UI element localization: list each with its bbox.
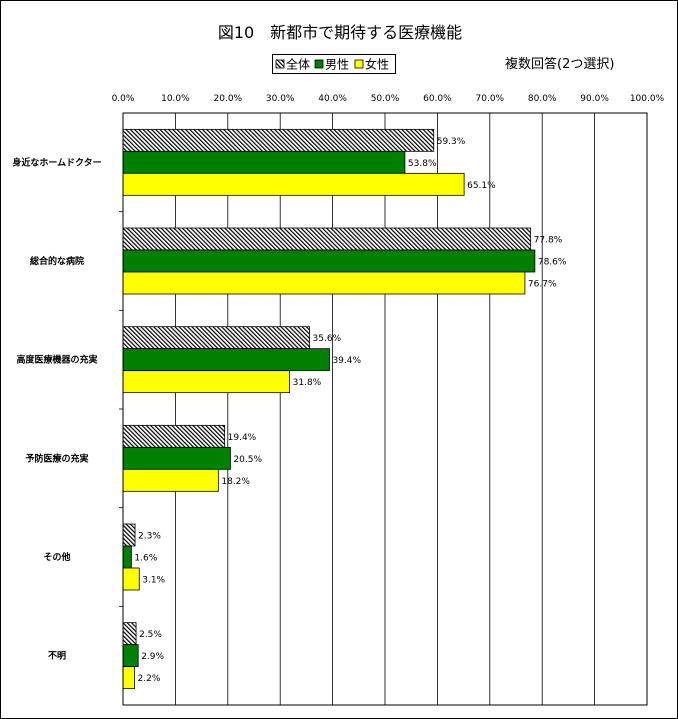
category-label-3: 予防医療の充実 — [25, 452, 88, 464]
bar-series-0-category-5 — [122, 622, 137, 646]
bar-series-2-category-0 — [122, 172, 465, 196]
plot-area: 0.0% 10.0% 20.0% 30.0% 40.0% 50.0% 60.0% 70.0% 8… — [12, 94, 665, 706]
bar-series-0-category-3 — [122, 424, 226, 448]
data-label-series-2-category-1: 76.7% — [528, 280, 557, 290]
chart-title: 図10 新都市で期待する医療機能 — [218, 23, 462, 42]
category-label-0: 身近なホームドクター — [12, 156, 101, 168]
x-tick-label-2: 20.0% — [214, 94, 243, 104]
data-label-series-2-category-0: 65.1% — [467, 181, 496, 191]
data-label-series-1-category-3: 20.5% — [233, 455, 262, 465]
data-label-series-2-category-4: 3.1% — [142, 576, 165, 586]
plot-border — [122, 112, 648, 706]
legend-swatch-2 — [354, 59, 364, 69]
bar-series-2-category-3 — [122, 468, 219, 492]
data-label-series-1-category-0: 53.8% — [408, 159, 437, 169]
bar-series-1-category-0 — [122, 150, 406, 174]
chart-note: 複数回答(2つ選択) — [505, 56, 614, 72]
bar-series-0-category-1 — [122, 227, 532, 251]
bar-series-2-category-1 — [122, 271, 526, 295]
bar-series-1-category-3 — [122, 446, 231, 470]
data-label-series-0-category-5: 2.5% — [139, 630, 162, 640]
legend: 全体 男性 女性 — [272, 54, 396, 74]
data-label-series-0-category-3: 19.4% — [228, 433, 257, 443]
bar-series-1-category-5 — [122, 644, 139, 668]
category-label-2: 高度医療機器の充実 — [16, 354, 97, 366]
category-label-1: 総合的な病院 — [30, 255, 84, 267]
x-tick-label-0: 0.0% — [112, 94, 135, 104]
legend-label-1: 男性 — [325, 58, 349, 72]
bar-series-0-category-4 — [122, 523, 136, 547]
data-label-series-0-category-2: 35.6% — [313, 334, 342, 344]
data-label-series-0-category-4: 2.3% — [138, 532, 161, 542]
data-label-series-1-category-4: 1.6% — [134, 554, 157, 564]
x-tick-label-6: 60.0% — [423, 94, 452, 104]
legend-label-0: 全体 — [286, 57, 310, 72]
data-label-series-2-category-5: 2.2% — [138, 674, 161, 684]
x-tick-label-8: 80.0% — [528, 94, 557, 104]
x-tick-label-7: 70.0% — [476, 94, 505, 104]
x-tick-label-5: 50.0% — [371, 94, 400, 104]
bar-series-2-category-2 — [122, 370, 291, 394]
bar-series-2-category-4 — [122, 567, 140, 591]
data-label-series-1-category-5: 2.9% — [141, 652, 164, 662]
x-tick-label-3: 30.0% — [266, 94, 295, 104]
bar-series-1-category-1 — [122, 249, 536, 273]
x-tick-label-1: 10.0% — [161, 94, 190, 104]
data-label-series-1-category-2: 39.4% — [332, 356, 361, 366]
data-label-series-1-category-1: 78.6% — [538, 258, 567, 268]
bar-series-0-category-2 — [122, 326, 310, 350]
legend-swatch-0 — [275, 59, 285, 69]
bar-series-2-category-5 — [122, 666, 135, 690]
bar-series-0-category-0 — [122, 128, 435, 152]
data-label-series-0-category-1: 77.8% — [534, 236, 563, 246]
legend-swatch-1 — [314, 59, 324, 69]
data-label-series-0-category-0: 59.3% — [437, 137, 466, 147]
bar-series-1-category-2 — [122, 348, 330, 372]
bar-series-1-category-4 — [122, 545, 132, 569]
x-tick-label-10: 100.0% — [630, 94, 665, 104]
category-label-4: その他 — [43, 551, 70, 563]
data-label-series-2-category-2: 31.8% — [293, 378, 322, 388]
data-label-series-2-category-3: 18.2% — [221, 477, 250, 487]
legend-label-2: 女性 — [365, 57, 389, 72]
x-tick-label-4: 40.0% — [318, 94, 347, 104]
x-tick-label-9: 90.0% — [580, 94, 609, 104]
category-label-5: 不明 — [48, 651, 66, 662]
legend-box — [272, 54, 396, 74]
